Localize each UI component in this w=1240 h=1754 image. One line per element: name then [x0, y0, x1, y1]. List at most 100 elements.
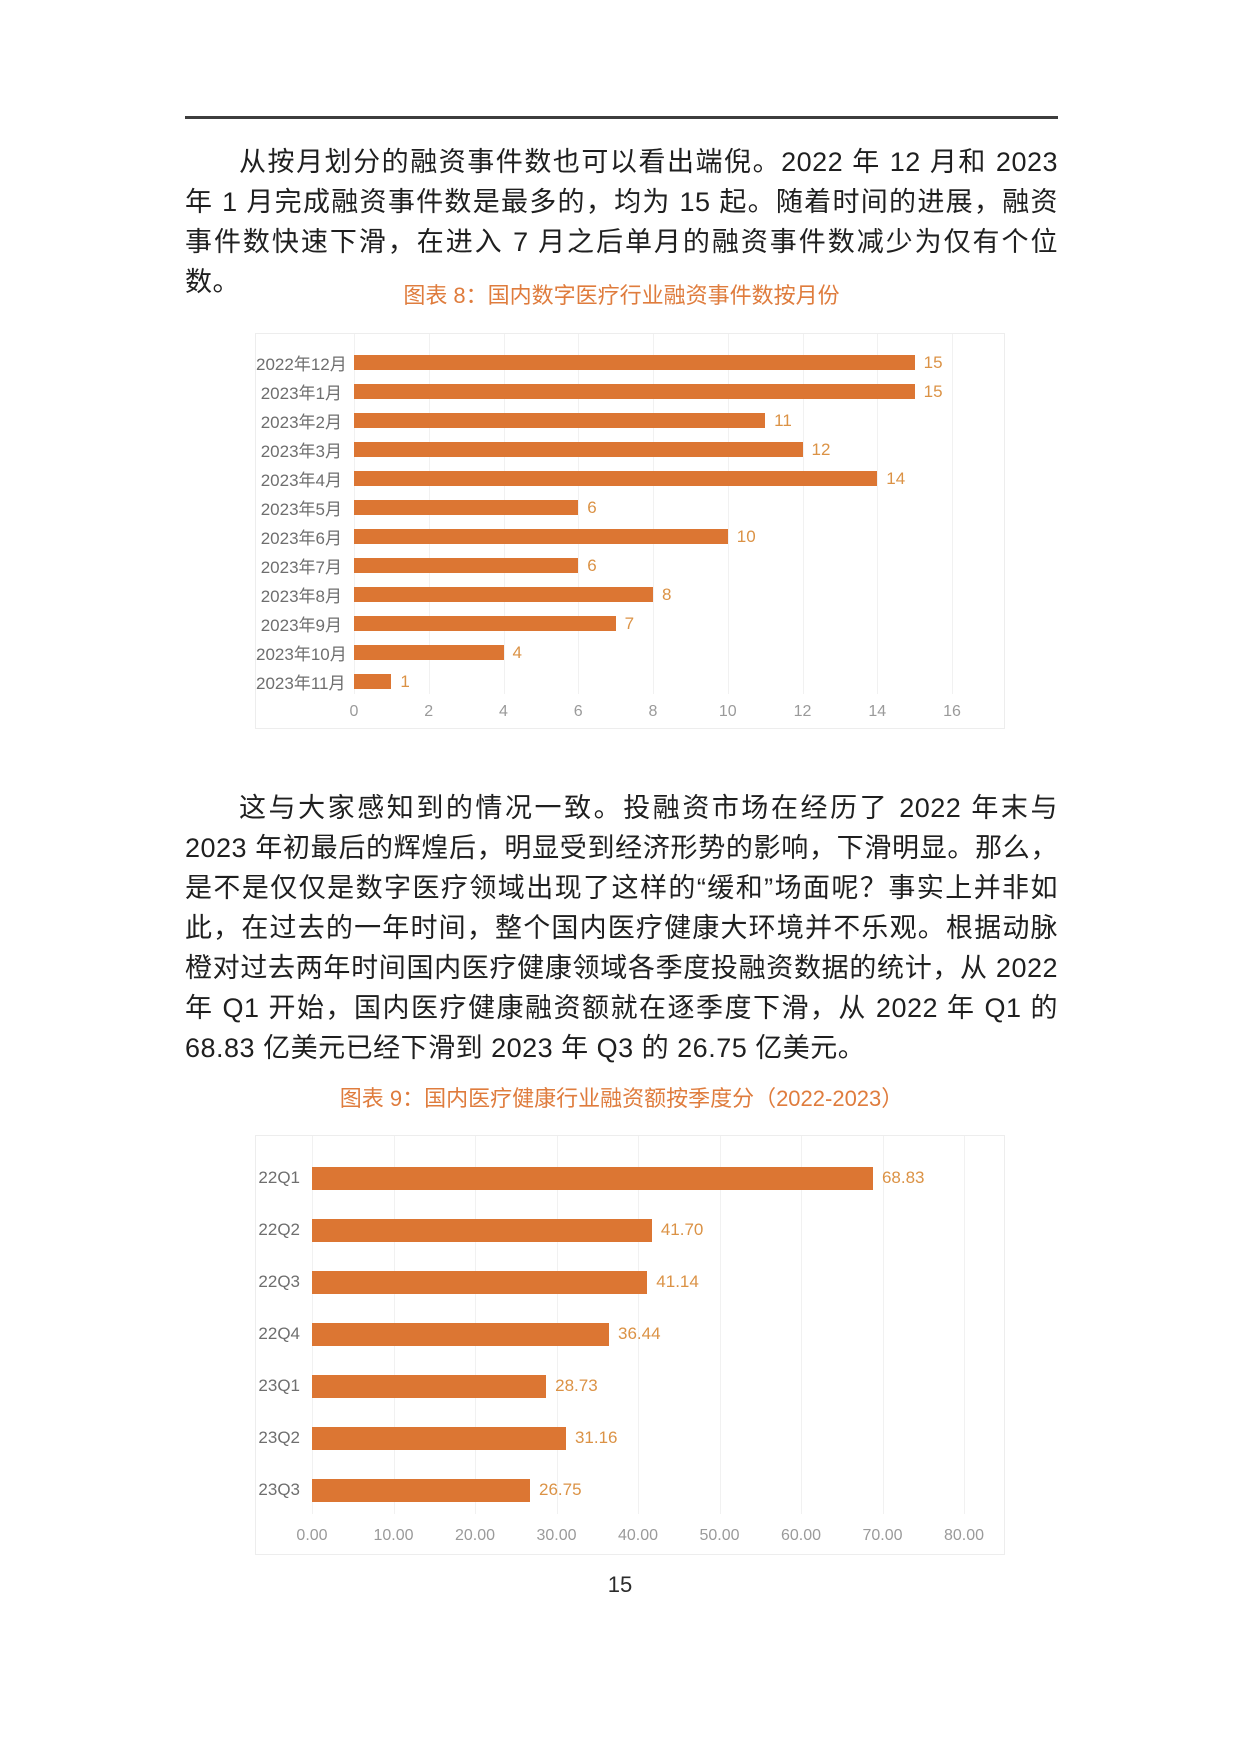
category-label: 2023年4月	[260, 471, 342, 490]
category-label: 2023年9月	[260, 616, 342, 635]
bar-track: 26.75	[312, 1464, 964, 1516]
bar-23Q1	[312, 1374, 547, 1398]
bar-2023年10月	[354, 645, 504, 660]
axis-tick-label: 4	[499, 703, 508, 720]
bar-track: 7	[354, 609, 952, 638]
chart-row: 2023年5月 6	[256, 493, 1004, 522]
bar-track: 41.70	[312, 1204, 964, 1256]
bar-track: 28.73	[312, 1360, 964, 1412]
bar-2023年2月	[354, 413, 766, 428]
bar-23Q3	[312, 1478, 530, 1502]
bar-2023年6月	[354, 529, 728, 544]
paragraph-market-trend: 这与大家感知到的情况一致。投融资市场在经历了 2022 年末与 2023 年初最…	[185, 793, 1058, 1063]
chart-rows: 2022年12月 15 2023年1月 15 2023年2月 11 2023年3月 12 202…	[256, 334, 1004, 696]
chart-row: 23Q2 31.16	[256, 1412, 1004, 1464]
bar-track: 6	[354, 551, 952, 580]
category-label: 23Q1	[258, 1376, 300, 1395]
bar-track: 36.44	[312, 1308, 964, 1360]
chart-row: 2023年8月 8	[256, 580, 1004, 609]
category-label: 2023年6月	[260, 529, 342, 548]
bar-22Q3	[312, 1270, 648, 1294]
bar-value-label: 8	[662, 584, 672, 604]
header-divider	[185, 116, 1058, 119]
chart-row: 2023年4月 14	[256, 464, 1004, 493]
axis-tick-label: 50.00	[699, 1527, 740, 1544]
axis-tick-label: 10.00	[373, 1527, 414, 1544]
bar-2023年11月	[354, 674, 392, 689]
category-label: 2023年8月	[260, 587, 342, 606]
axis-tick-label: 6	[573, 703, 583, 720]
bar-value-label: 14	[886, 468, 906, 488]
gridline	[727, 334, 729, 694]
chart-row: 2023年7月 6	[256, 551, 1004, 580]
category-label: 22Q2	[258, 1220, 300, 1239]
bar-value-label: 36.44	[617, 1324, 661, 1343]
chart-row: 23Q1 28.73	[256, 1360, 1004, 1412]
chart-row: 2023年10月 4	[256, 638, 1004, 667]
bar-track: 14	[354, 464, 952, 493]
category-label: 2023年11月	[256, 674, 346, 693]
bar-track: 68.83	[312, 1152, 964, 1204]
chart-row: 2023年6月 10	[256, 522, 1004, 551]
axis-tick-label: 0.00	[296, 1527, 328, 1544]
bar-value-label: 41.14	[656, 1272, 699, 1291]
bar-track: 8	[354, 580, 952, 609]
gridline	[578, 334, 580, 694]
bar-value-label: 11	[774, 410, 792, 430]
category-label: 2023年1月	[260, 384, 342, 403]
gridline	[801, 1136, 802, 1514]
gridline	[877, 334, 879, 694]
bar-track: 41.14	[312, 1256, 964, 1308]
axis-tick-label: 12	[793, 703, 812, 720]
axis-tick-label: 2	[424, 703, 434, 720]
bar-23Q2	[312, 1426, 566, 1450]
chart-row: 22Q1 68.83	[256, 1152, 1004, 1204]
page-number: 15	[607, 1572, 633, 1597]
category-label: 2023年5月	[260, 500, 342, 519]
axis-tick-label: 70.00	[862, 1527, 903, 1544]
gridline	[653, 334, 654, 694]
axis-tick-label: 30.00	[536, 1527, 577, 1544]
gridline	[719, 1136, 721, 1514]
axis-tick-label: 40.00	[617, 1527, 659, 1544]
bar-value-label: 68.83	[881, 1168, 925, 1187]
bar-22Q1	[312, 1166, 873, 1190]
chart-row: 23Q3 26.75	[256, 1464, 1004, 1516]
chart-quarterly-funding-amount: 22Q1 68.83 22Q2 41.70 22Q3 41.14 22Q4 36.44 23Q1…	[255, 1135, 1005, 1555]
figure8-caption: 图表 8：国内数字医疗行业融资事件数按月份	[403, 283, 840, 308]
category-label: 2023年2月	[260, 413, 342, 432]
bar-2023年3月	[354, 442, 803, 457]
bar-2022年12月	[354, 355, 915, 370]
gridline	[952, 334, 953, 694]
chart-row: 22Q3 41.14	[256, 1256, 1004, 1308]
category-label: 23Q3	[258, 1480, 300, 1499]
axis-tick-label: 80.00	[943, 1527, 985, 1544]
chart-monthly-funding-events: 2022年12月 15 2023年1月 15 2023年2月 11 2023年3月 12 202…	[255, 333, 1005, 729]
bar-22Q4	[312, 1322, 609, 1346]
bar-track: 10	[354, 522, 952, 551]
chart-row: 2022年12月 15	[256, 348, 1004, 377]
bar-2023年4月	[354, 471, 878, 486]
chart-rows: 22Q1 68.83 22Q2 41.70 22Q3 41.14 22Q4 36.44 23Q1…	[256, 1136, 1004, 1516]
chart-row: 2023年9月 7	[256, 609, 1004, 638]
chart-row: 22Q4 36.44	[256, 1308, 1004, 1360]
gridline	[638, 1136, 639, 1514]
gridline	[802, 334, 804, 694]
axis-tick-label: 8	[648, 703, 658, 720]
bar-track: 1	[354, 667, 952, 696]
bar-value-label: 10	[736, 526, 756, 546]
bar-value-label: 1	[400, 671, 410, 691]
chart-row: 2023年3月 12	[256, 435, 1004, 464]
axis-tick-label: 0	[349, 703, 359, 720]
bar-value-label: 6	[587, 497, 597, 517]
category-label: 22Q3	[258, 1272, 300, 1291]
gridline	[882, 1136, 884, 1514]
bar-2023年8月	[354, 587, 653, 602]
bar-track: 4	[354, 638, 952, 667]
category-label: 2023年7月	[260, 558, 342, 577]
gridline	[964, 1136, 965, 1514]
bar-value-label: 28.73	[555, 1376, 598, 1395]
bar-track: 15	[354, 348, 952, 377]
axis-tick-label: 60.00	[780, 1527, 822, 1544]
